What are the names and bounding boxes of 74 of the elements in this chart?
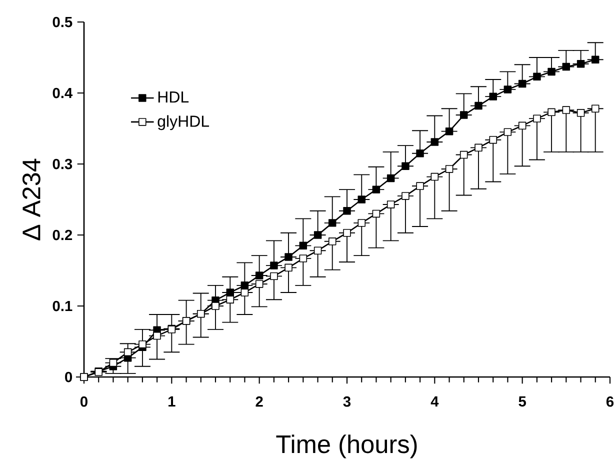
x-tick-label: 4 bbox=[430, 396, 439, 406]
y-axis-title: Δ A234 bbox=[22, 158, 40, 240]
point bbox=[270, 262, 278, 270]
point bbox=[109, 358, 118, 367]
point bbox=[358, 219, 366, 227]
point bbox=[386, 200, 395, 208]
y-tick-label: 0 bbox=[65, 372, 72, 382]
point bbox=[212, 302, 220, 310]
point bbox=[533, 114, 541, 122]
x-tick-label: 0 bbox=[80, 396, 88, 407]
point bbox=[416, 149, 424, 158]
point bbox=[386, 174, 395, 182]
point bbox=[489, 136, 497, 144]
point bbox=[562, 106, 570, 114]
point bbox=[533, 72, 541, 81]
x-tick-label: 6 bbox=[606, 396, 614, 407]
y-tick-label: 0.1 bbox=[52, 300, 72, 312]
point bbox=[270, 272, 278, 280]
point bbox=[328, 219, 336, 227]
point bbox=[153, 332, 161, 340]
point bbox=[314, 246, 322, 254]
point bbox=[240, 288, 249, 296]
point bbox=[474, 102, 482, 110]
point bbox=[489, 92, 497, 100]
point bbox=[299, 242, 308, 250]
point bbox=[430, 172, 439, 181]
point bbox=[518, 122, 526, 130]
point bbox=[591, 56, 600, 64]
point bbox=[226, 288, 234, 296]
point bbox=[562, 62, 570, 71]
point bbox=[299, 254, 308, 262]
x-tick-label: 5 bbox=[518, 396, 526, 407]
point bbox=[548, 108, 556, 116]
point bbox=[504, 128, 512, 136]
y-tick-label: 0.4 bbox=[52, 88, 73, 98]
y-tick-label: 0.5 bbox=[52, 16, 72, 28]
point bbox=[474, 144, 482, 152]
point bbox=[284, 264, 292, 272]
point bbox=[576, 60, 585, 68]
point bbox=[372, 210, 380, 218]
x-axis-title: Time (hours) bbox=[276, 434, 417, 458]
point bbox=[343, 207, 351, 215]
x-tick-label: 2 bbox=[256, 396, 263, 407]
point bbox=[460, 150, 468, 159]
point bbox=[284, 253, 292, 261]
point bbox=[343, 229, 351, 237]
y-tick-label: 0.3 bbox=[52, 158, 72, 170]
point bbox=[591, 104, 600, 112]
x-tick-label: 3 bbox=[343, 396, 351, 407]
point bbox=[255, 272, 264, 280]
point bbox=[226, 296, 234, 304]
x-tick-label: 1 bbox=[168, 396, 176, 406]
point bbox=[416, 182, 424, 190]
y-tick-label: 0.2 bbox=[52, 230, 72, 240]
point bbox=[445, 127, 454, 136]
point bbox=[138, 340, 146, 348]
point bbox=[430, 138, 439, 146]
point bbox=[240, 282, 249, 290]
point bbox=[124, 348, 132, 356]
legend-label: glyHDL bbox=[158, 115, 210, 130]
legend-label: HDL bbox=[158, 92, 189, 103]
point bbox=[504, 86, 512, 94]
point bbox=[314, 231, 322, 239]
point bbox=[372, 186, 380, 194]
point bbox=[548, 68, 556, 76]
point bbox=[576, 109, 585, 117]
point bbox=[402, 192, 410, 200]
point bbox=[255, 280, 264, 288]
point bbox=[445, 165, 454, 173]
point bbox=[328, 238, 336, 246]
point bbox=[518, 80, 526, 88]
point bbox=[460, 111, 468, 119]
point bbox=[358, 196, 366, 204]
point bbox=[402, 162, 410, 170]
